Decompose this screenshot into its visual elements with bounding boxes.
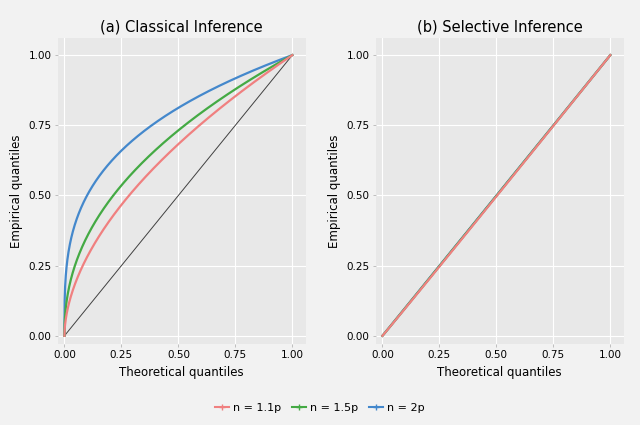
Title: (a) Classical Inference: (a) Classical Inference — [100, 19, 263, 34]
X-axis label: Theoretical quantiles: Theoretical quantiles — [438, 366, 562, 379]
Y-axis label: Empirical quantiles: Empirical quantiles — [328, 134, 340, 248]
Title: (b) Selective Inference: (b) Selective Inference — [417, 19, 582, 34]
X-axis label: Theoretical quantiles: Theoretical quantiles — [120, 366, 244, 379]
Legend: n = 1.1p, n = 1.5p, n = 2p: n = 1.1p, n = 1.5p, n = 2p — [211, 398, 429, 417]
Y-axis label: Empirical quantiles: Empirical quantiles — [10, 134, 22, 248]
